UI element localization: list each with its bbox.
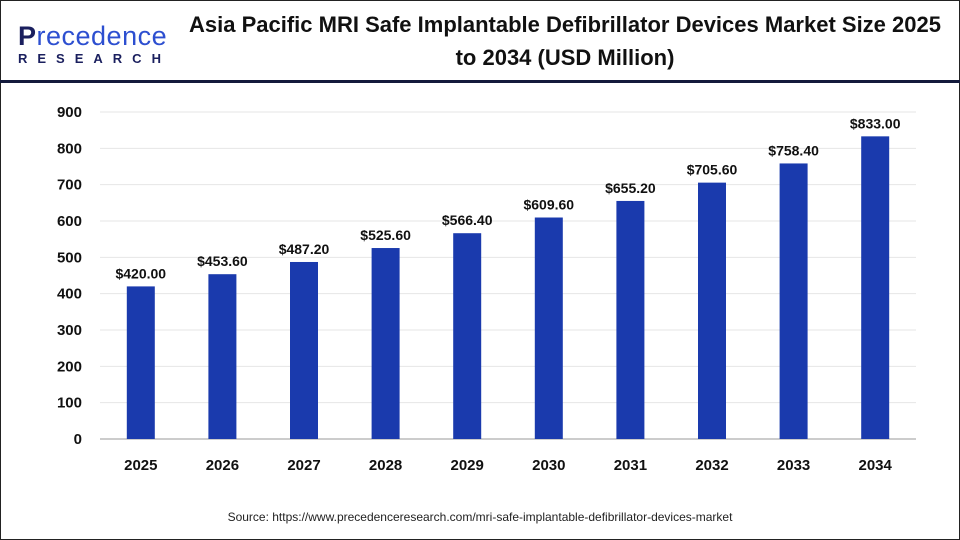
bar-2028 — [371, 248, 400, 439]
chart-title: Asia Pacific MRI Safe Implantable Defibr… — [189, 12, 941, 70]
bar-2027 — [290, 261, 318, 439]
logo-initial: P — [18, 21, 37, 51]
bar-2034 — [861, 136, 890, 440]
source-note: Source: https://www.precedenceresearch.c… — [227, 510, 733, 524]
bar-2029 — [453, 233, 482, 439]
y-tick-label: 500 — [57, 249, 82, 266]
y-tick-label: 100 — [57, 395, 82, 412]
x-tick-label: 2032 — [695, 457, 728, 474]
y-tick-label: 700 — [57, 177, 82, 194]
x-tick-label: 2027 — [287, 457, 320, 474]
x-tick-label: 2034 — [859, 457, 893, 474]
header-divider — [0, 80, 960, 83]
data-label-2031: $655.20 — [605, 180, 656, 196]
y-tick-label: 600 — [57, 213, 82, 230]
bar-2030 — [534, 217, 563, 439]
y-tick-label: 800 — [57, 140, 82, 157]
logo-wordmark: recedence — [36, 21, 168, 51]
y-tick-label: 0 — [74, 431, 82, 448]
y-tick-label: 400 — [57, 286, 82, 303]
y-tick-label: 300 — [57, 322, 82, 339]
y-tick-label: 900 — [57, 104, 82, 121]
x-tick-label: 2031 — [614, 457, 647, 474]
data-label-2027: $487.20 — [279, 241, 330, 257]
data-label-2026: $453.60 — [197, 253, 248, 269]
bar-2032 — [698, 182, 726, 439]
data-label-2030: $609.60 — [523, 197, 574, 213]
x-tick-label: 2028 — [369, 457, 402, 474]
x-tick-label: 2026 — [206, 457, 239, 474]
bar-2026 — [208, 274, 237, 439]
x-tick-label: 2029 — [451, 457, 484, 474]
data-label-2032: $705.60 — [687, 162, 738, 178]
data-label-2028: $525.60 — [360, 227, 411, 243]
x-tick-label: 2033 — [777, 457, 810, 474]
data-label-2034: $833.00 — [850, 115, 901, 131]
data-label-2029: $566.40 — [442, 212, 493, 228]
data-label-2025: $420.00 — [115, 265, 166, 281]
bar-2031 — [616, 200, 645, 439]
bar-2025 — [126, 286, 155, 439]
y-tick-label: 200 — [57, 358, 82, 375]
data-label-2033: $758.40 — [768, 142, 819, 158]
x-tick-label: 2030 — [532, 457, 565, 474]
x-tick-label: 2025 — [124, 457, 157, 474]
logo-subtitle: RESEARCH — [18, 51, 171, 66]
bar-2033 — [779, 163, 808, 439]
logo: Precedence RESEARCH — [18, 22, 171, 66]
